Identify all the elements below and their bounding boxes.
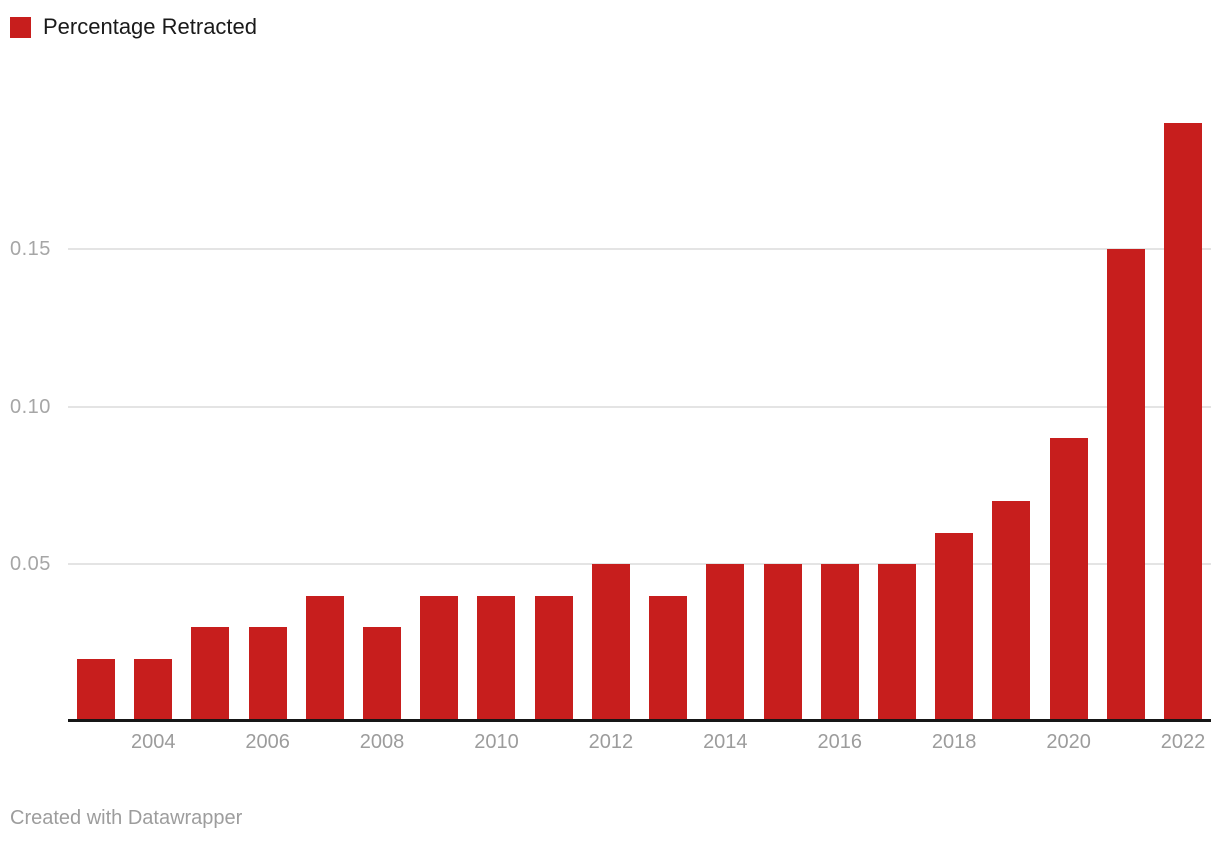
legend: Percentage Retracted <box>10 14 257 40</box>
bar-2021[interactable] <box>1106 249 1145 722</box>
bar-2012[interactable] <box>591 564 630 722</box>
bar-2004[interactable] <box>134 658 173 722</box>
bar-2005[interactable] <box>191 627 230 722</box>
bar-2015[interactable] <box>763 564 802 722</box>
y-axis-tick-label: 0.05 <box>10 553 51 575</box>
bar-2008[interactable] <box>363 627 402 722</box>
bar-chart-plot-area: 0.05 0.10 0.15 2004 2006 2008 2010 2012 2014 2016… <box>10 123 1211 753</box>
bar-2014[interactable] <box>706 564 745 722</box>
bar-2007[interactable] <box>305 595 344 722</box>
x-axis-tick-label: 2012 <box>588 731 634 753</box>
bar-2019[interactable] <box>992 501 1031 722</box>
bar-2011[interactable] <box>534 595 573 722</box>
x-axis-tick-label: 2006 <box>245 731 290 753</box>
gridline-0.15 <box>68 248 1211 250</box>
x-axis-tick-label: 2016 <box>817 731 862 753</box>
x-axis-tick-label: 2022 <box>1160 731 1206 753</box>
bar-2006[interactable] <box>248 627 287 722</box>
bar-2016[interactable] <box>820 564 859 722</box>
y-axis-tick-label: 0.15 <box>10 238 51 260</box>
bar-2018[interactable] <box>935 532 974 722</box>
bar-2009[interactable] <box>420 595 459 722</box>
y-axis-tick-label: 0.10 <box>10 395 51 418</box>
bar-2010[interactable] <box>477 595 516 722</box>
legend-swatch <box>10 16 31 38</box>
bar-2013[interactable] <box>649 595 688 722</box>
x-axis-line <box>68 719 1211 722</box>
bar-2017[interactable] <box>877 564 916 722</box>
x-axis-tick-label: 2014 <box>703 731 748 753</box>
attribution-text: Created with Datawrapper <box>10 807 243 829</box>
gridline-0.10 <box>68 405 1211 408</box>
bar-2020[interactable] <box>1049 438 1088 722</box>
x-axis-tick-label: 2004 <box>130 731 176 753</box>
x-axis-tick-label: 2018 <box>931 731 977 753</box>
x-axis-tick-label: 2008 <box>359 731 405 753</box>
legend-label: Percentage Retracted <box>43 14 258 39</box>
gridline-0.05 <box>68 563 1211 565</box>
x-axis-tick-label: 2010 <box>474 731 519 753</box>
bar-2022[interactable] <box>1164 123 1202 722</box>
x-axis-tick-label: 2020 <box>1046 731 1091 753</box>
bar-2003[interactable] <box>77 658 115 722</box>
